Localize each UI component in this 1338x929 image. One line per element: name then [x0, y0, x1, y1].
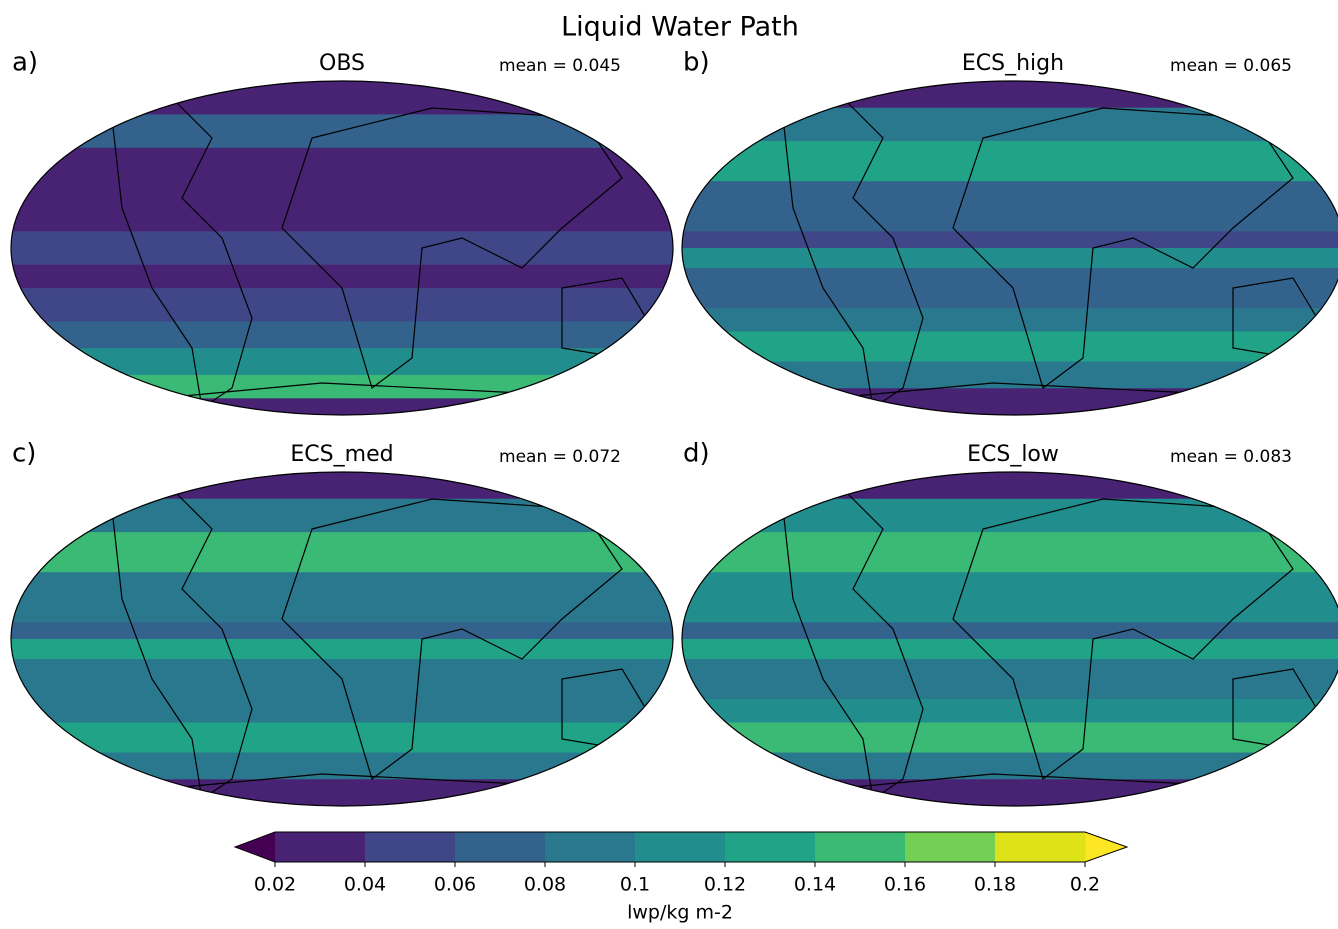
- colorbar-bin: [815, 832, 906, 862]
- band: [11, 288, 673, 322]
- colorbar-bin: [365, 832, 456, 862]
- band: [682, 268, 1338, 309]
- band: [11, 231, 673, 265]
- map: [682, 472, 1338, 807]
- panel-mean: mean = 0.072: [499, 447, 621, 467]
- band: [682, 308, 1338, 332]
- band: [11, 148, 673, 233]
- colorbar-tick-label: 0.12: [704, 874, 746, 896]
- colorbar-bin: [905, 832, 996, 862]
- panel-title: ECS_med: [290, 442, 393, 467]
- band: [11, 639, 673, 660]
- colorbar-label: lwp/kg m-2: [627, 902, 733, 924]
- band: [11, 472, 673, 500]
- band: [11, 779, 673, 807]
- band: [11, 321, 673, 349]
- colorbar-tick-label: 0.14: [794, 874, 836, 896]
- colorbar-tick-label: 0.16: [884, 874, 926, 896]
- colorbar-tick-label: 0.02: [254, 874, 296, 896]
- band: [682, 332, 1338, 363]
- band: [11, 265, 673, 289]
- band: [682, 362, 1338, 390]
- panel-title: ECS_high: [962, 51, 1064, 76]
- band: [682, 532, 1338, 573]
- panel-title: ECS_low: [967, 442, 1059, 467]
- map: [11, 81, 673, 416]
- band: [11, 699, 673, 723]
- map: [682, 81, 1338, 416]
- colorbar-tick-label: 0.2: [1070, 874, 1100, 896]
- band: [682, 81, 1338, 109]
- band: [11, 499, 673, 533]
- band: [682, 248, 1338, 269]
- colorbar-tick-label: 0.04: [344, 874, 386, 896]
- band: [11, 375, 673, 399]
- map: [11, 472, 673, 807]
- panel-title: OBS: [319, 51, 365, 76]
- band: [682, 388, 1338, 416]
- band: [682, 723, 1338, 754]
- panel-mean: mean = 0.083: [1170, 447, 1292, 467]
- band: [11, 348, 673, 376]
- colorbar-bin: [995, 832, 1086, 862]
- band: [11, 572, 673, 623]
- figure: Liquid Water Path a) OBS mean = 0.045 b) ECS…: [0, 0, 1338, 925]
- colorbar-over: [1085, 832, 1127, 862]
- figure-title: Liquid Water Path: [561, 12, 799, 43]
- band: [11, 532, 673, 573]
- panel-letter: a): [12, 48, 38, 78]
- band: [11, 723, 673, 754]
- colorbar-under: [235, 832, 275, 862]
- colorbar-bin: [635, 832, 726, 862]
- colorbar-bin: [725, 832, 816, 862]
- band: [11, 398, 673, 416]
- panel-letter: b): [683, 48, 710, 78]
- band: [682, 141, 1338, 182]
- band: [11, 114, 673, 148]
- panel-mean: mean = 0.045: [499, 56, 621, 76]
- band: [682, 779, 1338, 807]
- band: [11, 622, 673, 640]
- band: [682, 108, 1338, 142]
- band: [682, 231, 1338, 249]
- band: [682, 181, 1338, 232]
- band: [11, 81, 673, 115]
- band: [682, 499, 1338, 533]
- panel-letter: d): [683, 439, 710, 469]
- band: [682, 472, 1338, 500]
- band: [682, 659, 1338, 700]
- colorbar-tick-label: 0.1: [620, 874, 650, 896]
- colorbar-tick-label: 0.06: [434, 874, 476, 896]
- panel-mean: mean = 0.065: [1170, 56, 1292, 76]
- colorbar-bin: [545, 832, 636, 862]
- band: [682, 699, 1338, 723]
- band: [11, 753, 673, 781]
- band: [682, 622, 1338, 640]
- band: [682, 753, 1338, 781]
- panel-letter: c): [12, 439, 36, 469]
- colorbar-bin: [275, 832, 366, 862]
- band: [682, 572, 1338, 623]
- band: [682, 639, 1338, 660]
- colorbar-tick-label: 0.08: [524, 874, 566, 896]
- colorbar-bin: [455, 832, 546, 862]
- colorbar-tick-label: 0.18: [974, 874, 1016, 896]
